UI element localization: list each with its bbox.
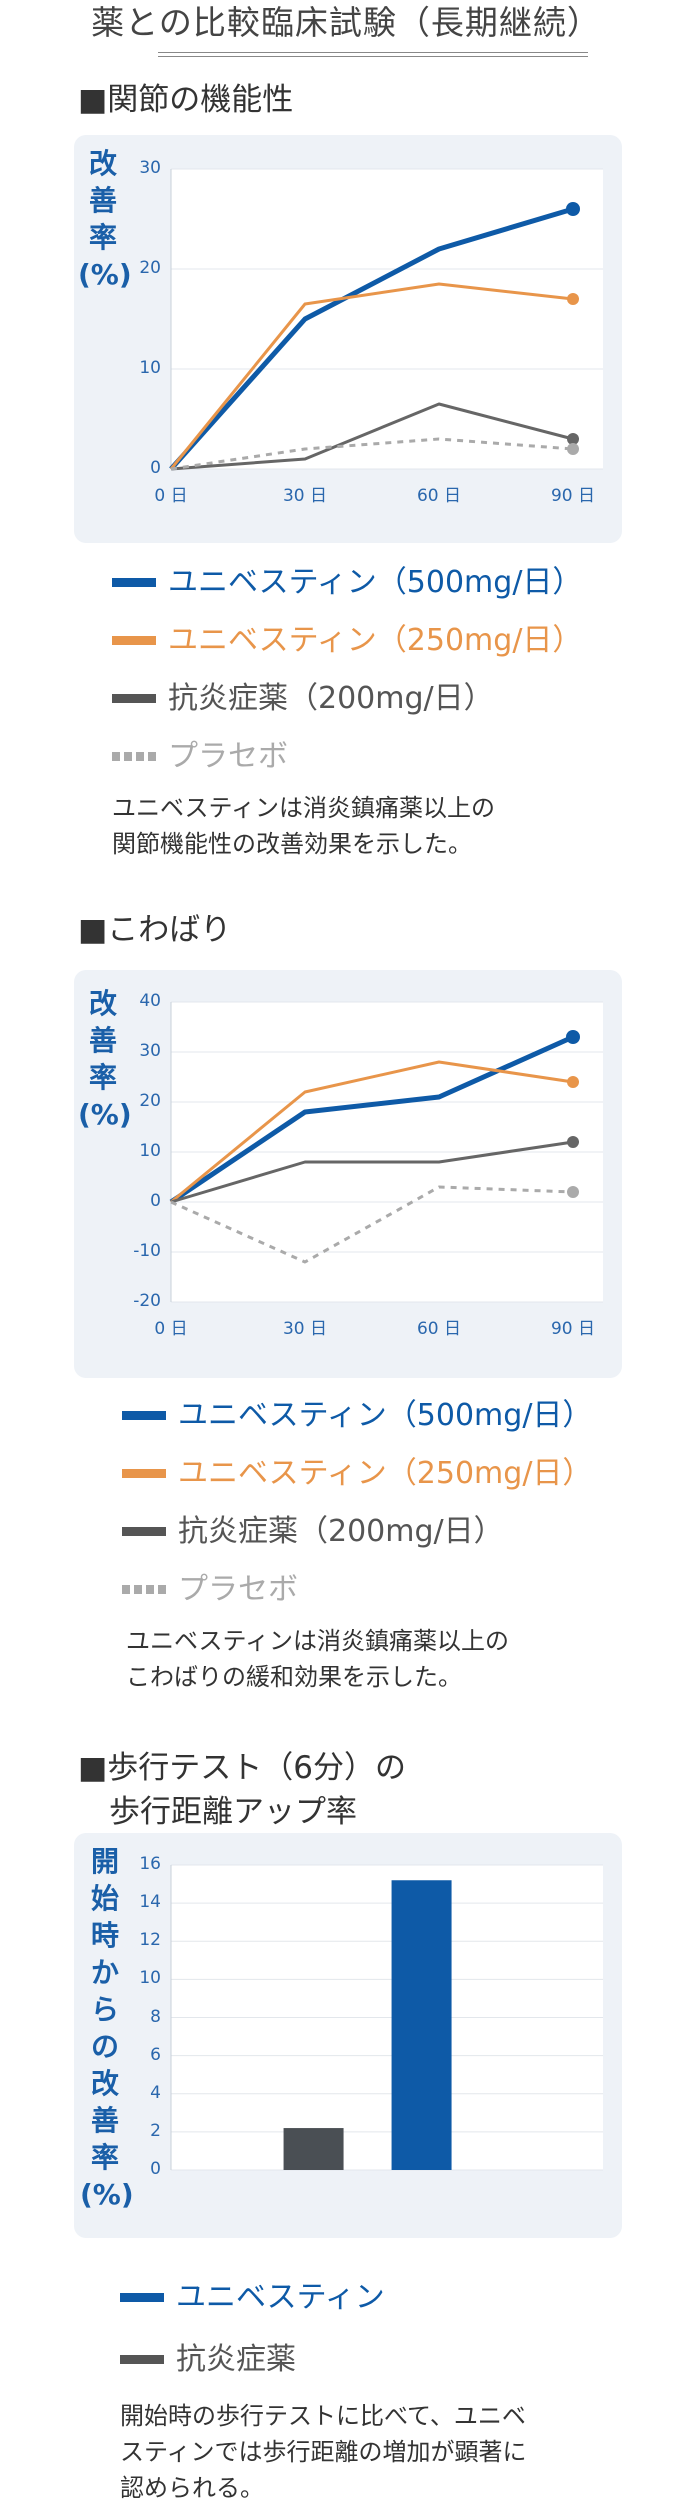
legend-label: 抗炎症薬（200mg/日） — [178, 1514, 504, 1549]
y-tick-label: 4 — [150, 2082, 161, 2103]
plot-area — [170, 1864, 603, 2171]
y-tick-label: 20 — [139, 1091, 161, 1111]
chart-panel-walking: 開 始 時 か ら の 改 善 率 (%) — [74, 1833, 622, 2238]
x-tick-label: 90 日 — [550, 1319, 596, 1339]
legend-swatch — [122, 1585, 166, 1594]
y-tick-label: 10 — [139, 1141, 161, 1161]
legend-swatch — [112, 636, 156, 645]
legend-label: ユニベスティン（500mg/日） — [168, 565, 583, 600]
page-title: 薬との比較臨床試験（長期継続） — [91, 3, 601, 42]
x-tick-label: 30 日 — [282, 486, 328, 506]
series-line-3 — [170, 437, 574, 471]
series-end-point-2 — [567, 433, 579, 445]
legend-swatch — [122, 1411, 166, 1420]
y-tick-label: 20 — [139, 258, 161, 278]
y-tick-label: 30 — [139, 158, 161, 178]
y-tick-label: 6 — [150, 2044, 161, 2065]
chart-svg — [169, 1001, 603, 1303]
y-axis-label: 開 始 時 か ら の 改 善 率 (%) — [80, 1845, 134, 2211]
y-tick-label: 40 — [139, 991, 161, 1011]
series-end-point-0 — [566, 202, 580, 216]
legend-swatch — [112, 694, 156, 703]
chart-svg — [169, 168, 603, 471]
series-line-3 — [170, 1185, 574, 1264]
x-tick-label: 60 日 — [416, 486, 462, 506]
series-end-point-3 — [567, 443, 579, 455]
legend-label: ユニベスティン — [176, 2280, 385, 2315]
y-tick-label: 14 — [139, 1892, 161, 1913]
chart-panel-stiffness: 改 善 率 (%) — [74, 970, 622, 1378]
series-line-1 — [169, 282, 574, 470]
y-tick-label: -20 — [133, 1291, 161, 1311]
y-tick-label: -10 — [133, 1241, 161, 1261]
legend-label: ユニベスティン（250mg/日） — [178, 1456, 593, 1491]
x-tick-label: 0 日 — [154, 1319, 188, 1339]
bar-1 — [391, 1880, 452, 2170]
y-tick-label: 12 — [139, 1930, 161, 1951]
section-title-joint: ■関節の機能性 — [78, 82, 294, 118]
y-axis-label: 改 善 率 (%) — [78, 147, 132, 291]
chart-svg — [170, 1864, 603, 2171]
legend-swatch — [112, 752, 156, 761]
plot-area — [169, 1001, 603, 1303]
y-tick-label: 0 — [150, 2159, 161, 2179]
note-joint: ユニベスティンは消炎鎮痛薬以上の 関節機能性の改善効果を示した。 — [112, 794, 496, 858]
y-tick-label: 16 — [139, 1854, 161, 1874]
legend-swatch — [120, 2293, 164, 2302]
series-line-0 — [169, 1034, 575, 1205]
y-tick-label: 8 — [150, 2006, 161, 2027]
series-line-2 — [170, 402, 574, 471]
series-line-0 — [169, 206, 574, 471]
bar-0 — [283, 2128, 344, 2170]
plot-area — [169, 168, 603, 471]
legend-label: プラセボ — [168, 739, 288, 774]
series-end-point-3 — [567, 1186, 579, 1198]
section-title-stiffness: ■こわばり — [78, 912, 232, 948]
series-line-1 — [170, 1060, 574, 1204]
legend-swatch — [122, 1527, 166, 1536]
y-tick-label: 2 — [150, 2120, 161, 2141]
note-stiffness: ユニベスティンは消炎鎮痛薬以上の こわばりの緩和効果を示した。 — [126, 1627, 510, 1691]
legend-label: 抗炎症薬（200mg/日） — [168, 681, 494, 716]
legend-label: ユニベスティン（250mg/日） — [168, 623, 583, 658]
note-walking: 開始時の歩行テストに比べて、ユニベ スティンでは歩行距離の増加が顕著に 認められ… — [120, 2402, 527, 2502]
chart-panel-joint: 改 善 率 (%) — [74, 135, 622, 543]
y-tick-label: 0 — [150, 1191, 161, 1211]
x-tick-label: 0 日 — [154, 486, 188, 506]
legend-swatch — [122, 1469, 166, 1478]
section-title-walking: ■歩行テスト（6分）の 歩行距離アップ率 — [78, 1750, 407, 1830]
x-tick-label: 30 日 — [282, 1319, 328, 1339]
series-end-point-0 — [566, 1030, 580, 1044]
y-tick-label: 30 — [139, 1041, 161, 1061]
legend-label: プラセボ — [178, 1572, 298, 1607]
legend-label: ユニベスティン（500mg/日） — [178, 1398, 593, 1433]
y-tick-label: 10 — [139, 1968, 161, 1989]
y-tick-label: 10 — [139, 358, 161, 378]
legend-label: 抗炎症薬 — [176, 2342, 296, 2377]
series-end-point-1 — [567, 293, 579, 305]
legend-swatch — [120, 2355, 164, 2364]
series-end-point-1 — [567, 1076, 579, 1088]
series-end-point-2 — [567, 1136, 579, 1148]
x-tick-label: 90 日 — [550, 486, 596, 506]
series-line-2 — [170, 1140, 574, 1204]
legend-swatch — [112, 578, 156, 587]
y-axis-label: 改 善 率 (%) — [78, 987, 132, 1131]
title-rule — [158, 52, 588, 57]
x-tick-label: 60 日 — [416, 1319, 462, 1339]
y-tick-label: 0 — [150, 458, 161, 478]
